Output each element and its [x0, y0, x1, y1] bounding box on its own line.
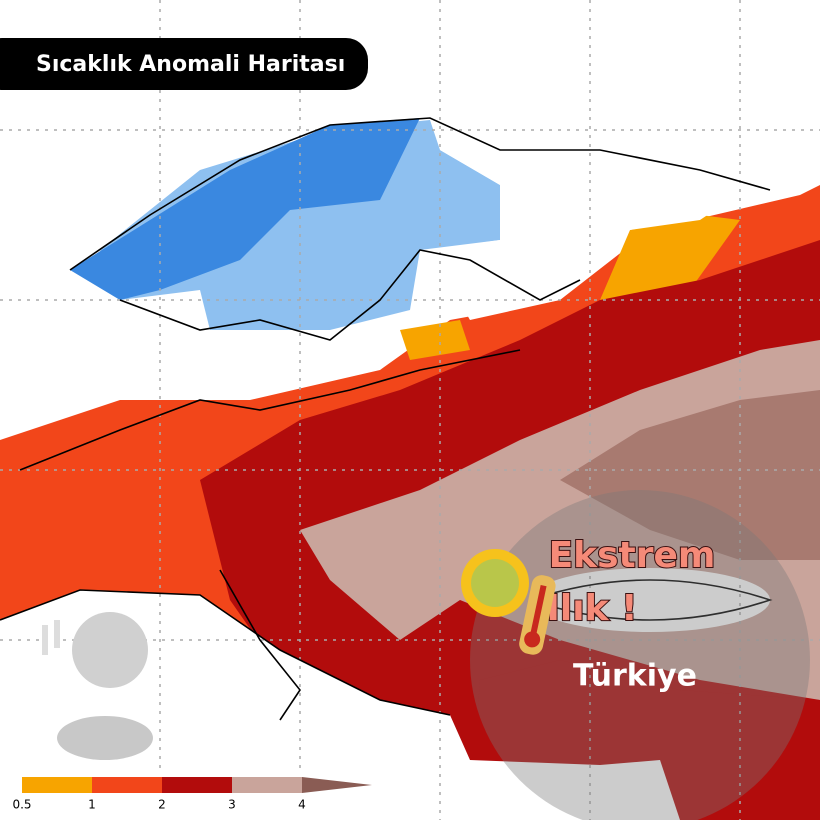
- land-no-data: [430, 120, 760, 320]
- thermometer-icon: [519, 575, 556, 655]
- title-pill: [0, 38, 368, 90]
- coastline: [0, 117, 773, 721]
- region-label: Türkiye: [573, 659, 697, 694]
- legend-swatch: [232, 777, 302, 793]
- extreme-zone: [560, 390, 820, 560]
- legend-label: 2: [158, 798, 166, 812]
- badge-line2: Ilık !: [547, 588, 638, 629]
- colder-zone: [70, 118, 420, 300]
- legend-label: 1: [88, 798, 96, 812]
- highlight-circle: [470, 490, 810, 824]
- legend-swatch: [162, 777, 232, 793]
- legend-arrow: [302, 777, 372, 793]
- legend-label: 3: [228, 798, 236, 812]
- emoji-figure: [42, 612, 153, 760]
- badge-line1: Ekstrem: [549, 535, 716, 576]
- legend-label: 0.5: [12, 798, 31, 812]
- sun-icon: [461, 549, 529, 617]
- mild-zone: [600, 215, 740, 300]
- mild-zone: [400, 320, 470, 360]
- legend-swatch: [22, 777, 92, 793]
- legend-box: [0, 768, 376, 820]
- sea: [0, 590, 680, 820]
- legend-label: 4: [298, 798, 306, 812]
- legend-swatch: [92, 777, 162, 793]
- legend: 0.5 1 2 3 4: [12, 777, 372, 812]
- sea: [530, 568, 770, 632]
- title: Sıcaklık Anomali Haritası: [36, 52, 345, 77]
